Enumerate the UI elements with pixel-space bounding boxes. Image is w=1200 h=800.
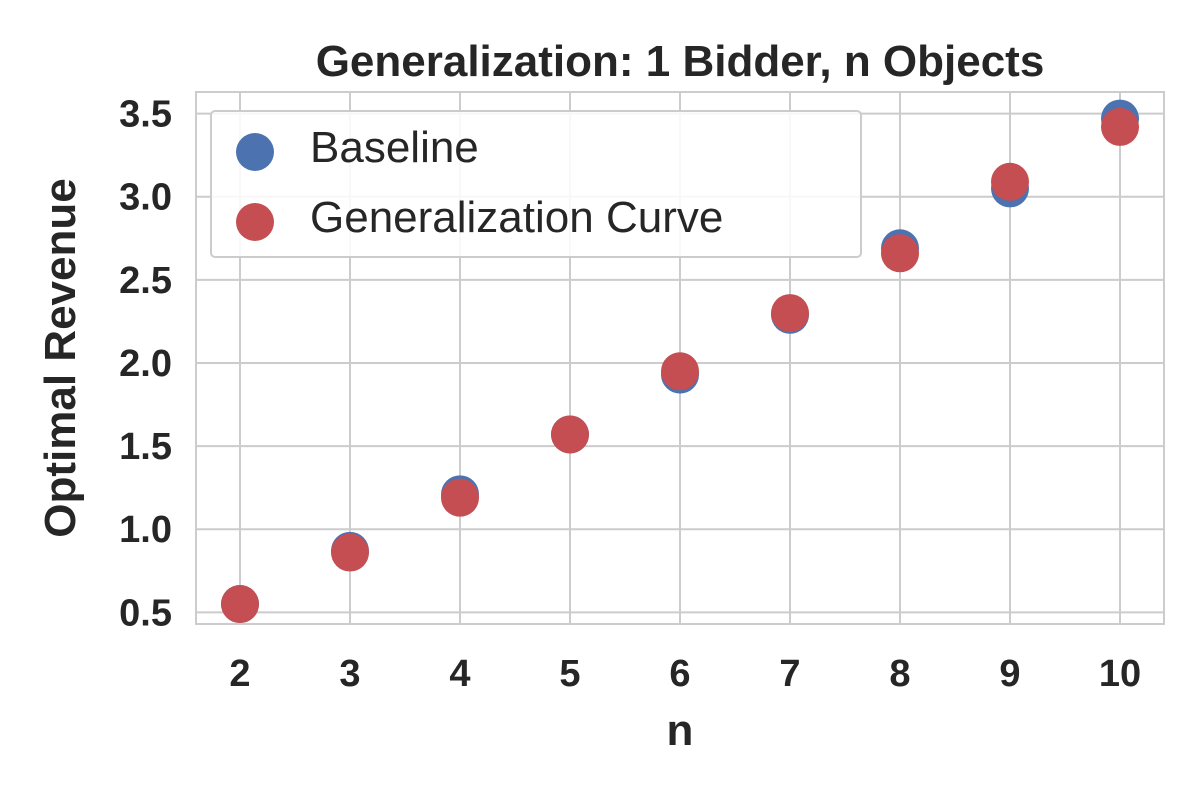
x-tick-label: 10 [1099, 653, 1141, 695]
x-tick-label: 7 [779, 653, 800, 695]
x-tick-label: 2 [229, 653, 250, 695]
y-tick-label: 2.5 [119, 260, 172, 302]
axes-frame [195, 91, 1165, 625]
legend-marker-baseline [236, 133, 274, 171]
y-tick-label: 3.0 [119, 177, 172, 219]
data-point-generalization-curve [771, 294, 809, 333]
data-points [221, 99, 1139, 624]
y-tick-label: 1.5 [119, 426, 172, 468]
y-tick-label: 2.0 [119, 343, 172, 385]
y-axis-label: Optimal Revenue [36, 178, 85, 537]
data-point-generalization-curve [221, 585, 259, 624]
legend-label-baseline: Baseline [310, 123, 479, 172]
y-tick-label: 0.5 [119, 592, 172, 634]
x-tick-label: 5 [559, 653, 580, 695]
data-point-generalization-curve [991, 162, 1029, 201]
y-tick-label: 3.5 [119, 94, 172, 136]
x-tick-label: 3 [339, 653, 360, 695]
legend: Baseline Generalization Curve [210, 110, 862, 258]
x-tick-label: 8 [889, 653, 910, 695]
data-point-generalization-curve [881, 234, 919, 273]
data-point-generalization-curve [441, 478, 479, 517]
x-tick-label: 4 [449, 653, 470, 695]
y-tick-label: 1.0 [119, 509, 172, 551]
data-point-generalization-curve [661, 352, 699, 391]
data-point-generalization-curve [1101, 107, 1139, 146]
legend-label-generalization-curve: Generalization Curve [310, 193, 723, 242]
legend-marker-generalization-curve [236, 203, 274, 241]
x-axis-label: n [667, 706, 694, 755]
x-tick-label: 9 [999, 653, 1020, 695]
x-tick-label: 6 [669, 653, 690, 695]
data-point-generalization-curve [551, 415, 589, 454]
chart-title: Generalization: 1 Bidder, n Objects [316, 37, 1045, 86]
tick-labels: 2 3 4 5 6 7 8 9 10 0.5 1.0 1.5 2.0 2.5 3.0 3.5 [119, 94, 1141, 695]
legend-box [210, 110, 862, 258]
data-point-generalization-curve [331, 533, 369, 572]
